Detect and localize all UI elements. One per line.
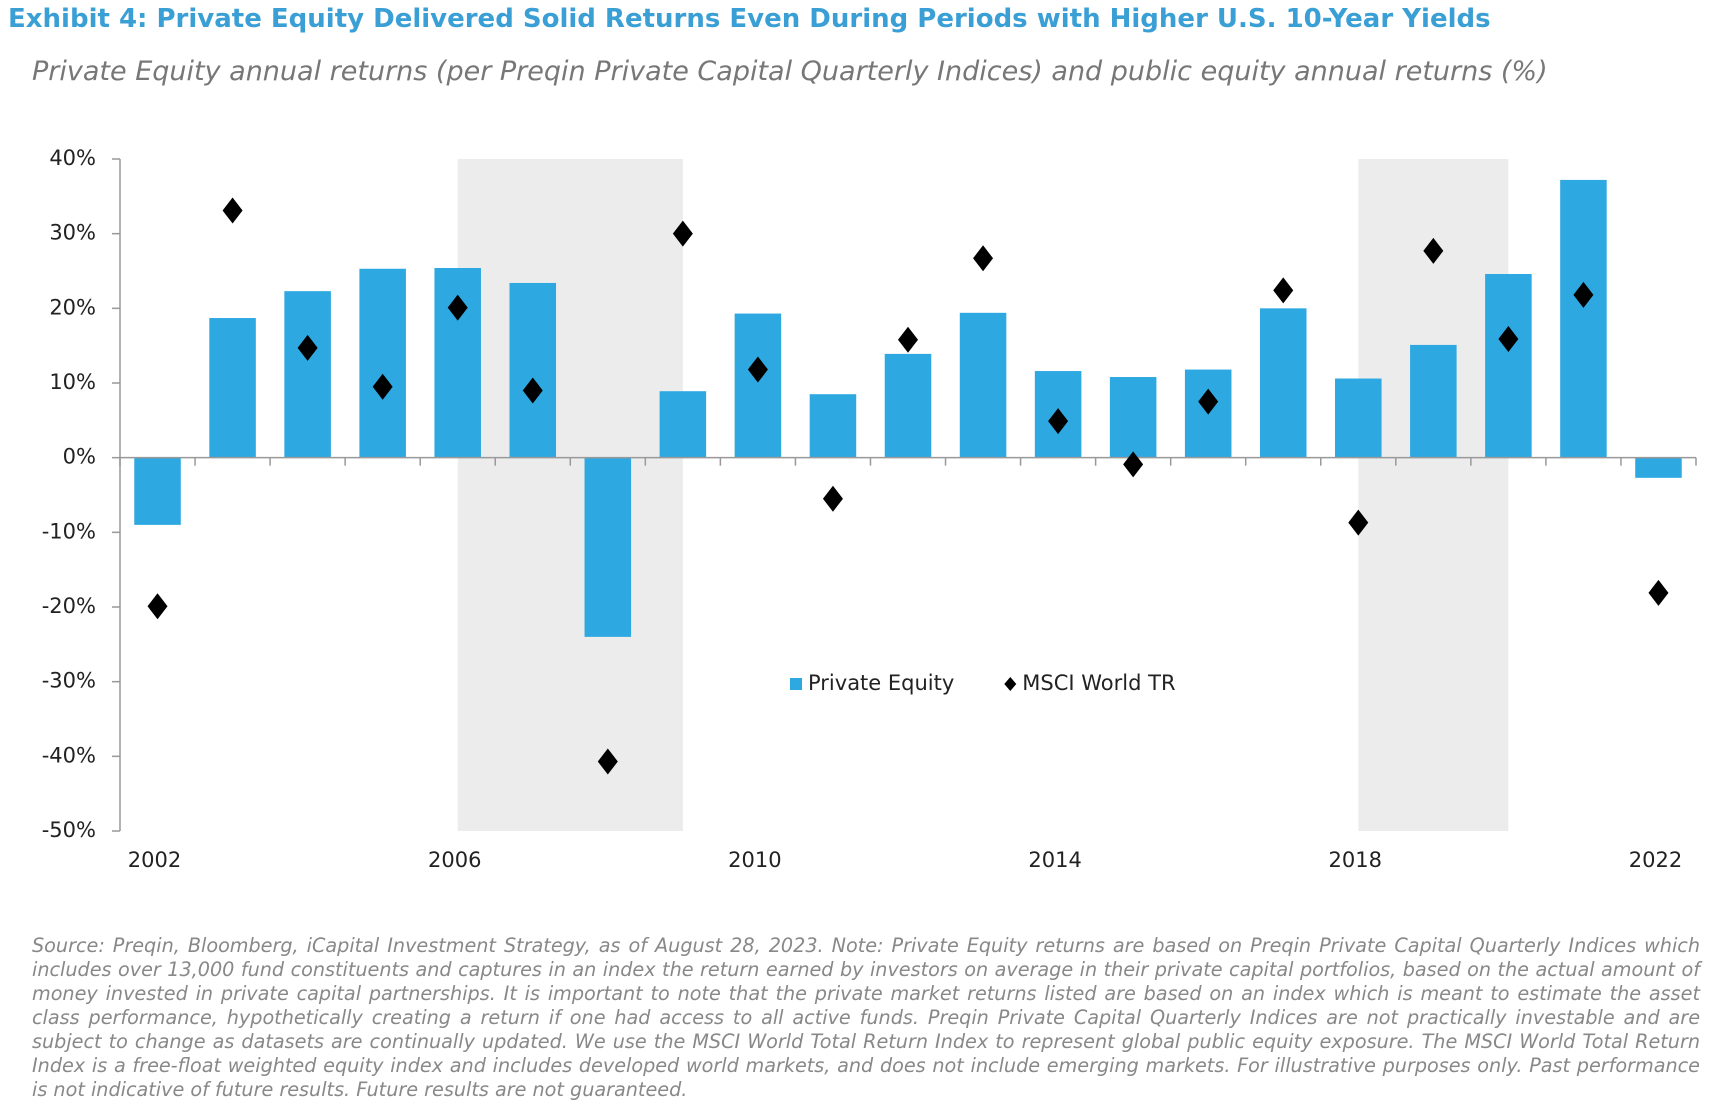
y-tick-label: -10% bbox=[42, 519, 96, 543]
marker bbox=[1573, 281, 1594, 308]
x-tick-label: 2006 bbox=[428, 848, 481, 872]
marker bbox=[147, 593, 168, 620]
marker bbox=[1198, 388, 1219, 415]
bar bbox=[1335, 378, 1382, 458]
shaded-period bbox=[457, 159, 683, 831]
y-tick-label: 20% bbox=[49, 295, 96, 319]
bar bbox=[734, 313, 782, 458]
bar bbox=[509, 282, 557, 458]
x-tick-label: 2002 bbox=[128, 848, 181, 872]
marker bbox=[1123, 451, 1144, 478]
marker bbox=[672, 220, 693, 247]
marker bbox=[1423, 237, 1444, 264]
chart-subtitle: Private Equity annual returns (per Preqi… bbox=[32, 56, 1548, 87]
bar bbox=[1259, 308, 1307, 458]
marker bbox=[1498, 325, 1519, 352]
bar bbox=[884, 353, 932, 458]
legend-swatch bbox=[790, 678, 802, 690]
marker bbox=[372, 373, 393, 400]
marker bbox=[447, 294, 468, 321]
chart: 40% 30% 20% 10% 0% -10% -20% -30% -40% -50% 2002 20… bbox=[42, 146, 1697, 872]
marker bbox=[1348, 509, 1369, 536]
legend-label: MSCI World TR bbox=[1022, 671, 1175, 695]
y-tick-label: 10% bbox=[49, 370, 96, 394]
bar bbox=[1485, 273, 1532, 458]
marker bbox=[898, 326, 918, 353]
bar bbox=[959, 312, 1007, 458]
marker bbox=[822, 485, 843, 512]
x-tick-label: 2010 bbox=[728, 848, 781, 872]
marker bbox=[297, 334, 318, 361]
y-tick-label: -50% bbox=[42, 818, 96, 842]
bar bbox=[1410, 344, 1457, 458]
bar bbox=[584, 457, 632, 637]
bar bbox=[134, 457, 181, 525]
bar bbox=[809, 394, 857, 458]
y-tick-label: -20% bbox=[42, 594, 96, 618]
marker bbox=[1648, 579, 1669, 606]
bar bbox=[359, 268, 406, 458]
shaded-period bbox=[1358, 159, 1509, 831]
marker bbox=[522, 377, 543, 404]
marker bbox=[597, 748, 618, 775]
y-tick-label: 30% bbox=[49, 221, 96, 245]
bar bbox=[209, 318, 256, 458]
legend-label: Private Equity bbox=[808, 671, 954, 695]
chart-title: Exhibit 4: Private Equity Delivered Soli… bbox=[8, 4, 1491, 34]
y-tick-label: -30% bbox=[42, 669, 96, 693]
marker bbox=[973, 245, 994, 272]
x-tick-label: 2018 bbox=[1329, 848, 1382, 872]
bar bbox=[1560, 179, 1607, 458]
source-note: Source: Preqin, Bloomberg, iCapital Inve… bbox=[32, 934, 1700, 1101]
y-tick-label: -40% bbox=[42, 743, 96, 767]
y-tick-label: 0% bbox=[63, 445, 96, 469]
bar bbox=[1635, 457, 1682, 478]
marker bbox=[1273, 277, 1294, 304]
x-tick-label: 2014 bbox=[1028, 848, 1081, 872]
y-tick-label: 40% bbox=[49, 146, 96, 170]
legend-swatch bbox=[1004, 677, 1017, 691]
marker bbox=[747, 356, 768, 383]
bar bbox=[284, 291, 331, 458]
bar bbox=[659, 391, 707, 458]
marker bbox=[1048, 408, 1069, 435]
bar bbox=[1109, 377, 1157, 458]
x-tick-label: 2022 bbox=[1629, 848, 1682, 872]
marker bbox=[222, 197, 243, 224]
